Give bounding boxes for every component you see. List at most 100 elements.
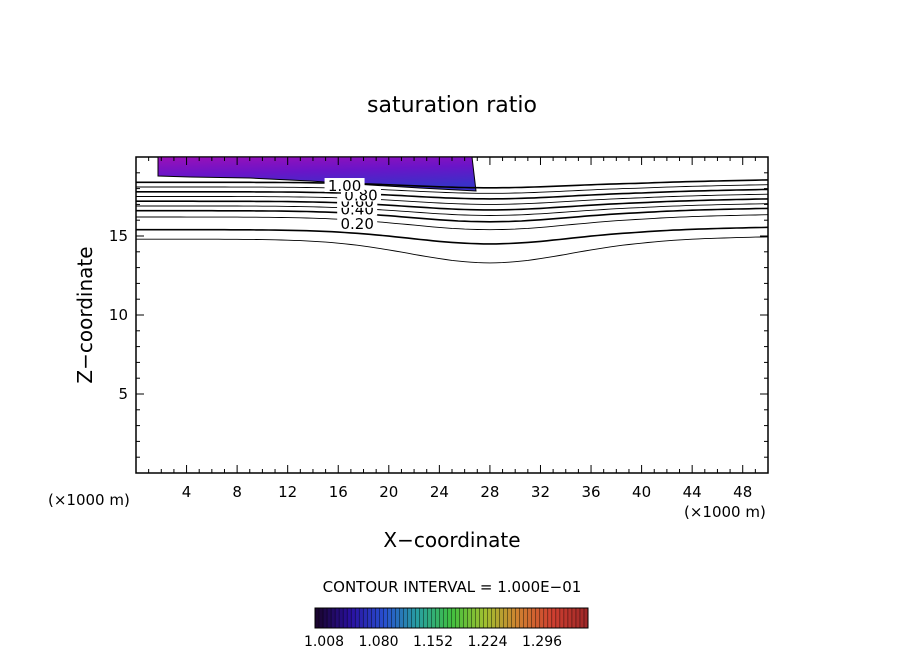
- x-tick-label: 4: [182, 483, 192, 501]
- colorbar-tick-label: 1.008: [304, 634, 344, 650]
- colorbar-swatch: [515, 607, 521, 629]
- x-unit-left: (×1000 m): [48, 491, 130, 509]
- chart-title: saturation ratio: [367, 93, 537, 118]
- colorbar-tick-label: 1.152: [413, 634, 453, 650]
- colorbar-swatch: [499, 607, 505, 629]
- colorbar-swatch: [415, 607, 420, 629]
- contour-line: [136, 207, 769, 223]
- colorbar-swatch: [358, 607, 364, 629]
- colorbar-swatch: [427, 607, 432, 629]
- colorbar-swatch: [483, 607, 489, 629]
- colorbar-frame: [314, 607, 589, 629]
- contour-label-bg: [324, 178, 365, 193]
- colorbar-swatch: [403, 607, 408, 629]
- colorbar-swatch: [366, 607, 372, 629]
- x-tick-label: 44: [683, 483, 702, 501]
- plot-area: [135, 156, 769, 474]
- colorbar-swatch: [511, 607, 517, 629]
- colorbar-swatch: [475, 607, 481, 629]
- y-tick-label: 15: [109, 227, 128, 245]
- x-axis-ticks: 4 8 12 16 20 24 28 32 36 40 44 48: [148, 157, 756, 501]
- colorbar-tick-label: 1.224: [467, 634, 507, 650]
- colorbar-swatch: [399, 607, 404, 629]
- colorbar-swatch: [523, 607, 529, 629]
- colorbar-swatch: [519, 607, 525, 629]
- colorbar-swatch: [571, 607, 577, 629]
- colorbar-labels: 1.008 1.080 1.152 1.224 1.296: [304, 634, 562, 650]
- colorbar-swatch: [551, 607, 557, 629]
- colorbar-swatch: [350, 607, 356, 629]
- colorbar-swatch: [334, 607, 340, 629]
- colorbar-swatch: [487, 607, 493, 629]
- colorbar-swatch: [431, 607, 436, 629]
- y-axis-ticks: 5 10 15: [109, 172, 768, 458]
- x-tick-label: 20: [379, 483, 398, 501]
- colorbar-swatch: [395, 607, 400, 629]
- colorbar-swatch: [559, 607, 565, 629]
- colorbar-swatch: [531, 607, 537, 629]
- colorbar-swatch: [407, 607, 412, 629]
- colorbar-swatch: [471, 607, 477, 629]
- colorbar-swatch: [455, 607, 461, 629]
- contour-labels: 0.200.400.600.801.00: [324, 177, 381, 233]
- x-tick-label: 36: [581, 483, 600, 501]
- contour-lines: [136, 179, 769, 264]
- contour-line: [136, 198, 769, 211]
- colorbar-swatch: [411, 607, 416, 629]
- contour-line: [136, 188, 769, 200]
- colorbar-swatch: [435, 607, 440, 629]
- colorbar-swatch: [543, 607, 549, 629]
- colorbar-swatch: [447, 607, 452, 629]
- contour-line: [136, 193, 769, 205]
- colorbar-swatch: [563, 607, 569, 629]
- y-tick-label: 5: [118, 385, 128, 403]
- colorbar-swatch: [379, 607, 384, 629]
- x-tick-label: 40: [632, 483, 651, 501]
- contour-label: 0.20: [340, 215, 373, 233]
- colorbar-swatch: [539, 607, 545, 629]
- x-tick-label: 16: [329, 483, 348, 501]
- x-tick-label: 28: [480, 483, 499, 501]
- colorbar-swatch: [491, 607, 497, 629]
- contour-line: [136, 214, 769, 231]
- colorbar-tick-label: 1.296: [522, 634, 562, 650]
- colorbar-swatch: [338, 607, 344, 629]
- colorbar-swatch: [423, 607, 428, 629]
- x-tick-label: 32: [531, 483, 550, 501]
- colorbar-swatch: [579, 607, 585, 629]
- colorbar-swatch: [371, 607, 376, 629]
- colorbar-swatch: [362, 607, 368, 629]
- colorbar-swatch: [467, 607, 473, 629]
- x-unit-right: (×1000 m): [684, 503, 766, 521]
- colorbar-swatch: [387, 607, 392, 629]
- colorbar-swatch: [318, 607, 324, 629]
- contour-line: [136, 203, 769, 216]
- colorbar-swatch: [463, 607, 469, 629]
- colorbar-swatch: [507, 607, 513, 629]
- colorbar-swatch: [459, 607, 465, 629]
- contour-line: [136, 184, 769, 194]
- contour-line: [136, 236, 769, 264]
- x-tick-label: 12: [278, 483, 297, 501]
- colorbar: [314, 607, 589, 629]
- contour-interval-text: CONTOUR INTERVAL = 1.000E−01: [323, 578, 582, 596]
- x-tick-label: 8: [232, 483, 242, 501]
- colorbar-swatch: [354, 607, 360, 629]
- contour-label-bg: [337, 215, 378, 230]
- x-tick-label: 24: [430, 483, 449, 501]
- colorbar-swatch: [346, 607, 352, 629]
- contour-label: 1.00: [328, 177, 361, 195]
- colorbar-swatch: [314, 607, 320, 629]
- colorbar-swatch: [439, 607, 444, 629]
- colorbar-swatch: [567, 607, 573, 629]
- contour-line: [136, 179, 769, 189]
- colorbar-swatch: [479, 607, 485, 629]
- colorbar-swatch: [330, 607, 336, 629]
- x-axis-label: X−coordinate: [383, 528, 520, 552]
- colorbar-swatch: [419, 607, 424, 629]
- colorbar-tick-label: 1.080: [358, 634, 398, 650]
- colorbar-swatch: [383, 607, 388, 629]
- colorbar-swatch: [391, 607, 396, 629]
- y-axis-label: Z−coordinate: [73, 246, 97, 383]
